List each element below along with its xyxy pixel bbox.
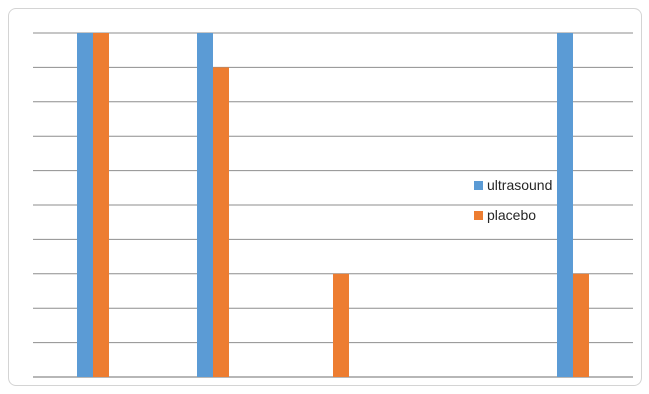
bars — [77, 33, 589, 378]
bar-ultrasound — [557, 33, 573, 377]
bar-ultrasound — [197, 33, 213, 377]
chart-area — [8, 8, 642, 386]
bar-ultrasound — [77, 33, 93, 377]
legend-label-ultrasound: ultrasound — [487, 177, 552, 193]
gridlines — [33, 32, 633, 378]
legend-swatch-placebo — [474, 211, 483, 220]
bar-placebo — [333, 273, 349, 377]
bar-placebo — [93, 33, 109, 377]
bar-placebo — [213, 67, 229, 378]
legend-swatch-ultrasound — [474, 181, 483, 190]
legend-label-placebo: placebo — [487, 207, 536, 223]
bar-placebo — [573, 273, 589, 377]
legend: ultrasound placebo — [474, 177, 552, 223]
